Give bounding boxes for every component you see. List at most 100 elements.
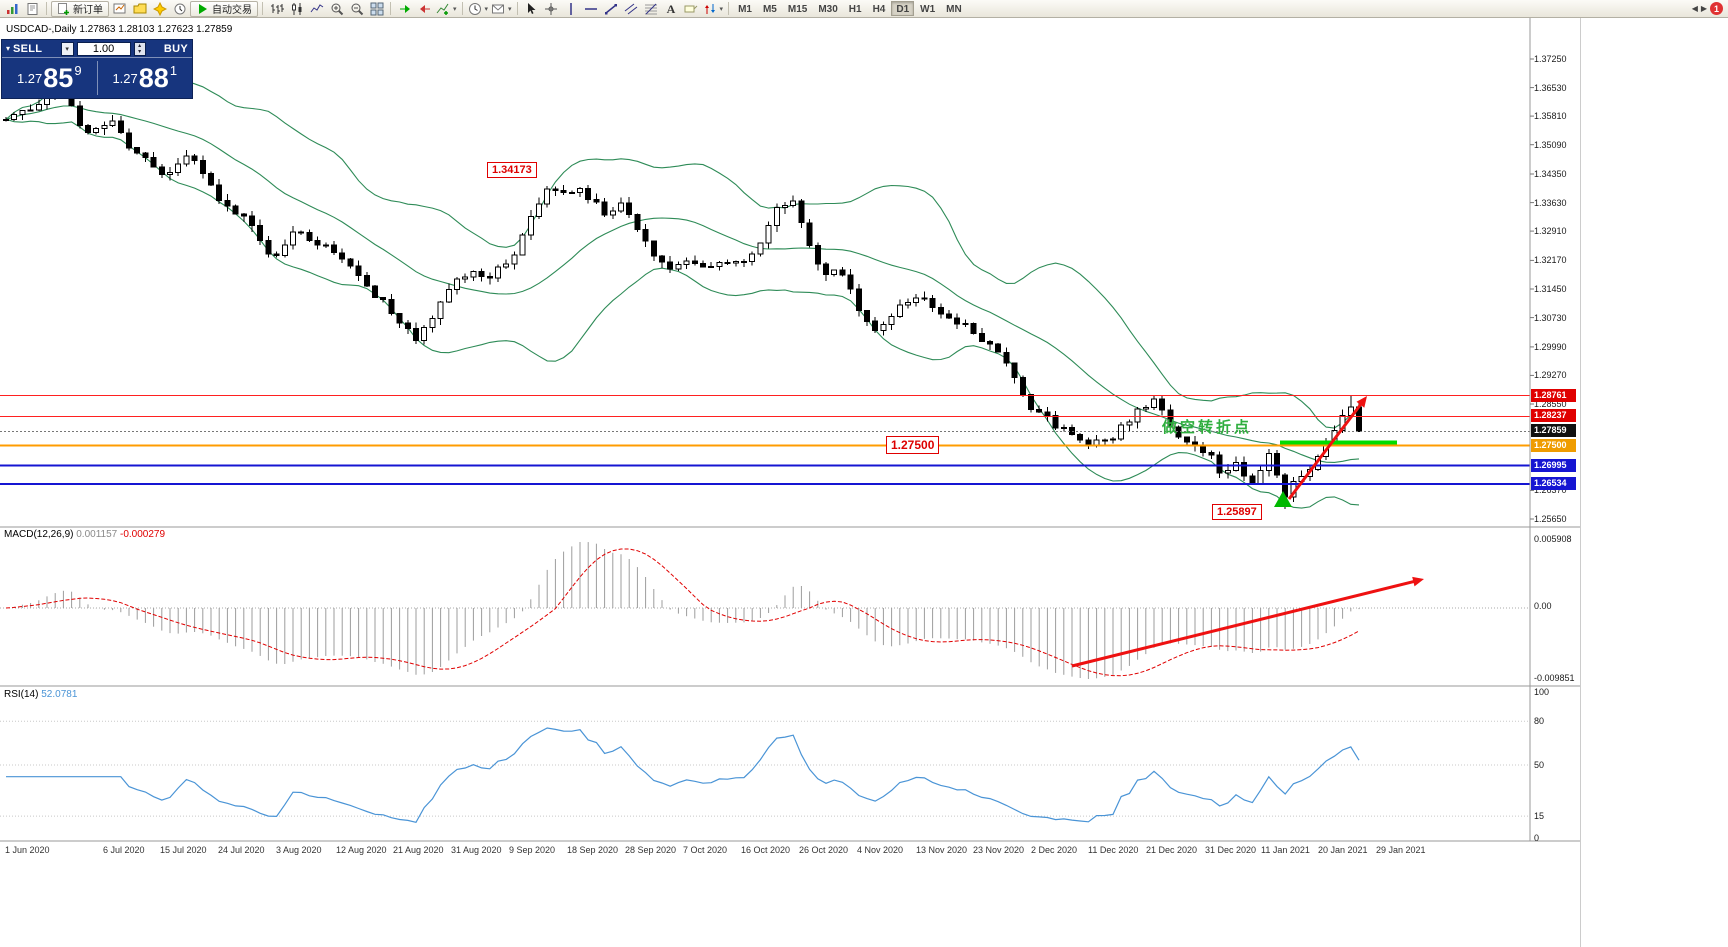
zoom-out-icon[interactable] xyxy=(347,1,366,17)
data-window-icon[interactable] xyxy=(23,1,42,17)
price-tick: 1.32170 xyxy=(1534,255,1567,265)
rsi-value: 52.0781 xyxy=(41,689,78,700)
vertical-line-icon[interactable] xyxy=(562,1,581,17)
line-chart-icon[interactable] xyxy=(307,1,326,17)
date-label: 11 Jan 2021 xyxy=(1261,845,1310,855)
buy-price-button[interactable]: 1.27 88 1 xyxy=(98,58,193,98)
price-trend-arrow xyxy=(1287,400,1364,500)
date-label: 31 Dec 2020 xyxy=(1205,845,1257,855)
macd-axis-label: -0.009851 xyxy=(1534,673,1575,683)
trade-panel-header: ▾ SELL ▾ ▴▾ BUY xyxy=(2,40,192,58)
label-icon[interactable] xyxy=(682,1,701,17)
timeframe-m5[interactable]: M5 xyxy=(762,4,777,15)
text-icon[interactable]: A xyxy=(662,1,681,17)
panel-collapse-icon[interactable]: ▾ xyxy=(6,44,11,53)
timeframe-mn[interactable]: MN xyxy=(946,4,962,15)
horizontal-line-glyph xyxy=(585,7,598,10)
rsi-axis-label: 100 xyxy=(1534,687,1550,697)
horizontal-levels[interactable] xyxy=(0,395,1530,485)
macd-main-value: 0.001157 xyxy=(76,529,118,540)
new-order-button-label: 新订单 xyxy=(73,5,103,16)
volume-spinner[interactable]: ▴ ▾ xyxy=(133,41,146,56)
zoom-in-icon[interactable] xyxy=(327,1,346,17)
volume-input[interactable] xyxy=(76,41,131,56)
spin-down-icon[interactable]: ▾ xyxy=(138,48,142,55)
fibonacci-icon[interactable] xyxy=(642,1,661,17)
spin-up-icon[interactable]: ▴ xyxy=(138,42,142,49)
price-badge: 1.27859 xyxy=(1531,424,1576,437)
chart-canvas[interactable] xyxy=(0,18,1580,947)
profiles-icon[interactable] xyxy=(130,1,149,17)
support-price-label[interactable]: 1.27500 xyxy=(886,436,940,454)
cursor-icon[interactable] xyxy=(522,1,541,17)
zoom-out-glyph xyxy=(351,3,363,15)
high-price-label[interactable]: 1.34173 xyxy=(487,162,537,178)
bar-chart-glyph xyxy=(270,3,284,14)
date-label: 28 Sep 2020 xyxy=(625,845,677,855)
rsi-axis-label: 50 xyxy=(1534,760,1545,770)
rsi-name: RSI(14) xyxy=(4,689,39,700)
date-label: 6 Jul 2020 xyxy=(103,845,145,855)
toolbar-separator xyxy=(46,2,47,15)
play-glyph xyxy=(199,3,207,14)
bar-chart-icon[interactable] xyxy=(267,1,286,17)
date-label: 24 Jul 2020 xyxy=(218,845,265,855)
toolbar-scroll-right-icon[interactable]: ▶ xyxy=(1700,4,1707,13)
price-tick: 1.25650 xyxy=(1534,514,1567,524)
timeframe-h1[interactable]: H1 xyxy=(848,4,862,15)
trade-panel-prices: 1.27 85 9 1.27 88 1 xyxy=(2,58,192,98)
trendline-icon[interactable] xyxy=(602,1,621,17)
chart-shift-icon[interactable] xyxy=(415,1,434,17)
candlestick-series xyxy=(3,92,1362,510)
drawn-objects[interactable] xyxy=(1071,396,1424,668)
timeframe-m30[interactable]: M30 xyxy=(818,4,838,15)
new-order-button[interactable]: 新订单 xyxy=(51,0,109,17)
macd-trend-arrow-head xyxy=(1412,576,1424,587)
notification-badge[interactable]: 1 xyxy=(1710,2,1723,15)
price-badge: 1.28761 xyxy=(1531,389,1576,402)
timeframe-w1[interactable]: W1 xyxy=(920,4,936,15)
sell-price-button[interactable]: 1.27 85 9 xyxy=(2,58,97,98)
chart-window: USDCAD-,Daily 1.27863 1.28103 1.27623 1.… xyxy=(0,18,1580,947)
history-center-icon[interactable] xyxy=(170,1,189,17)
label-glyph xyxy=(684,5,698,12)
sell-label: SELL xyxy=(13,42,43,55)
green-entry-marker xyxy=(1274,491,1292,507)
toolbar-scroll-left-icon[interactable]: ◀ xyxy=(1691,4,1698,13)
line-chart-glyph xyxy=(310,3,323,12)
timeframe-d1[interactable]: D1 xyxy=(891,1,915,16)
horizontal-line-icon[interactable] xyxy=(582,1,601,17)
auto-scroll-glyph xyxy=(399,4,410,13)
short-turning-point-note[interactable]: 做空转折点 xyxy=(1162,419,1253,436)
date-label: 20 Jan 2021 xyxy=(1318,845,1368,855)
timeframe-m1[interactable]: M1 xyxy=(738,4,752,15)
profiles-glyph xyxy=(133,3,146,13)
rsi-indicator xyxy=(0,720,1530,823)
channel-icon[interactable] xyxy=(622,1,641,17)
tile-windows-icon[interactable] xyxy=(367,1,386,17)
chevron-down-icon: ▾ xyxy=(453,5,457,13)
volume-dropdown-icon[interactable]: ▾ xyxy=(60,41,74,56)
candlestick-chart-icon[interactable] xyxy=(287,1,306,17)
rsi-axis-label: 0 xyxy=(1534,833,1540,843)
date-label: 23 Nov 2020 xyxy=(973,845,1025,855)
indicators-icon[interactable]: ▾ xyxy=(435,1,458,17)
favorites-icon[interactable] xyxy=(150,1,169,17)
chart-title: USDCAD-,Daily 1.27863 1.28103 1.27623 1.… xyxy=(6,24,233,35)
auto-scroll-icon[interactable] xyxy=(395,1,414,17)
arrows-icon[interactable]: ▾ xyxy=(702,1,725,17)
crosshair-icon[interactable] xyxy=(542,1,561,17)
chart-window-icon[interactable] xyxy=(110,1,129,17)
indicators-glyph xyxy=(436,3,449,15)
autotrading-button[interactable]: 自动交易 xyxy=(190,0,258,17)
sell-price-prefix: 1.27 xyxy=(16,70,43,86)
templates-icon[interactable]: ▾ xyxy=(490,1,513,17)
date-label: 16 Oct 2020 xyxy=(741,845,791,855)
periods-icon[interactable]: ▾ xyxy=(467,1,490,17)
timeframe-m15[interactable]: M15 xyxy=(787,4,808,15)
price-tick: 1.35090 xyxy=(1534,140,1567,150)
low-price-label[interactable]: 1.25897 xyxy=(1212,504,1262,520)
timeframe-h4[interactable]: H4 xyxy=(872,4,886,15)
price-badge: 1.27500 xyxy=(1531,439,1576,452)
market-watch-icon[interactable] xyxy=(3,1,22,17)
